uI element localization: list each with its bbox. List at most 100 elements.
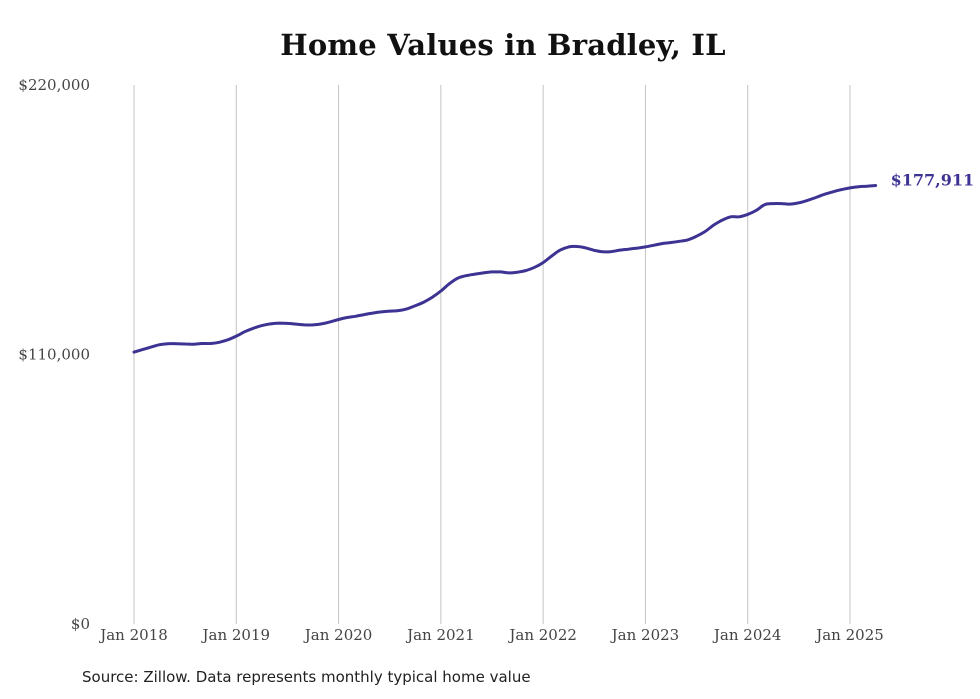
data-point: [772, 203, 774, 205]
data-point: [593, 249, 595, 251]
data-point: [551, 255, 553, 257]
data-point: [167, 343, 169, 345]
data-point: [687, 239, 689, 241]
data-point: [372, 312, 374, 314]
data-point: [235, 335, 237, 337]
data-point: [576, 246, 578, 248]
data-point: [355, 315, 357, 317]
gridlines: [133, 85, 851, 624]
data-point: [815, 197, 817, 199]
data-point: [406, 308, 408, 310]
data-point: [500, 271, 502, 273]
data-point: [423, 301, 425, 303]
data-point: [150, 346, 152, 348]
data-point: [670, 242, 672, 244]
data-point: [201, 343, 203, 345]
data-point: [798, 202, 800, 204]
data-point: [474, 273, 476, 275]
data-point: [636, 247, 638, 249]
data-point: [858, 186, 860, 188]
data-point: [559, 249, 561, 251]
data-point: [806, 199, 808, 201]
data-point: [483, 272, 485, 274]
data-point: [338, 319, 340, 321]
data-point: [789, 203, 791, 205]
data-point: [457, 277, 459, 279]
data-point: [193, 343, 195, 345]
data-point: [866, 185, 868, 187]
data-point: [465, 275, 467, 277]
data-point: [142, 349, 144, 351]
data-point: [653, 244, 655, 246]
data-point: [286, 322, 288, 324]
data-point: [525, 270, 527, 272]
data-point: [278, 322, 280, 324]
data-point: [696, 235, 698, 237]
data-point: [491, 271, 493, 273]
data-point: [414, 305, 416, 307]
x-tick-label: Jan 2022: [507, 626, 577, 644]
data-point: [227, 339, 229, 341]
data-point: [823, 193, 825, 195]
data-point: [747, 213, 749, 215]
y-axis-ticks: $0 $110,000 $220,000: [18, 76, 90, 633]
end-value-label: $177,911: [891, 171, 975, 190]
data-point: [159, 344, 161, 346]
data-point: [389, 310, 391, 312]
data-point: [875, 185, 877, 187]
data-point: [304, 324, 306, 326]
x-tick-label: Jan 2019: [201, 626, 271, 644]
data-point: [295, 323, 297, 325]
data-point: [781, 203, 783, 205]
data-point: [184, 343, 186, 345]
data-point: [534, 266, 536, 268]
data-point: [363, 314, 365, 316]
data-point: [679, 240, 681, 242]
data-point: [568, 246, 570, 248]
data-point: [738, 216, 740, 218]
data-point: [440, 290, 442, 292]
data-point: [730, 216, 732, 218]
x-tick-label: Jan 2021: [405, 626, 475, 644]
data-point: [644, 246, 646, 248]
chart-title: Home Values in Bradley, IL: [280, 28, 726, 62]
data-point: [397, 310, 399, 312]
data-point: [627, 248, 629, 250]
data-point: [832, 191, 834, 193]
x-tick-label: Jan 2023: [610, 626, 680, 644]
y-tick-label: $110,000: [18, 346, 90, 364]
data-point: [244, 331, 246, 333]
data-point: [662, 243, 664, 245]
data-point: [721, 219, 723, 221]
data-point: [210, 343, 212, 345]
y-tick-label: $0: [71, 615, 90, 633]
data-point: [713, 224, 715, 226]
data-point: [849, 187, 851, 189]
series-line: [132, 184, 878, 354]
series-layer: [132, 184, 878, 354]
data-point: [704, 231, 706, 233]
data-point: [346, 317, 348, 319]
x-tick-label: Jan 2020: [303, 626, 373, 644]
data-point: [508, 272, 510, 274]
data-point: [602, 251, 604, 253]
data-point: [176, 343, 178, 345]
data-point: [321, 323, 323, 325]
data-point: [431, 296, 433, 298]
data-point: [610, 251, 612, 253]
data-point: [133, 351, 135, 353]
source-note: Source: Zillow. Data represents monthly …: [82, 668, 531, 686]
data-point: [329, 321, 331, 323]
data-point: [380, 311, 382, 313]
x-axis-ticks: Jan 2018 Jan 2019 Jan 2020 Jan 2021 Jan 2022…: [98, 626, 884, 644]
data-point: [841, 189, 843, 191]
data-point: [542, 262, 544, 264]
data-point: [218, 341, 220, 343]
data-point: [755, 209, 757, 211]
x-tick-label: Jan 2025: [814, 626, 884, 644]
data-point: [252, 327, 254, 329]
data-point: [261, 325, 263, 327]
data-point: [312, 324, 314, 326]
data-point: [585, 247, 587, 249]
